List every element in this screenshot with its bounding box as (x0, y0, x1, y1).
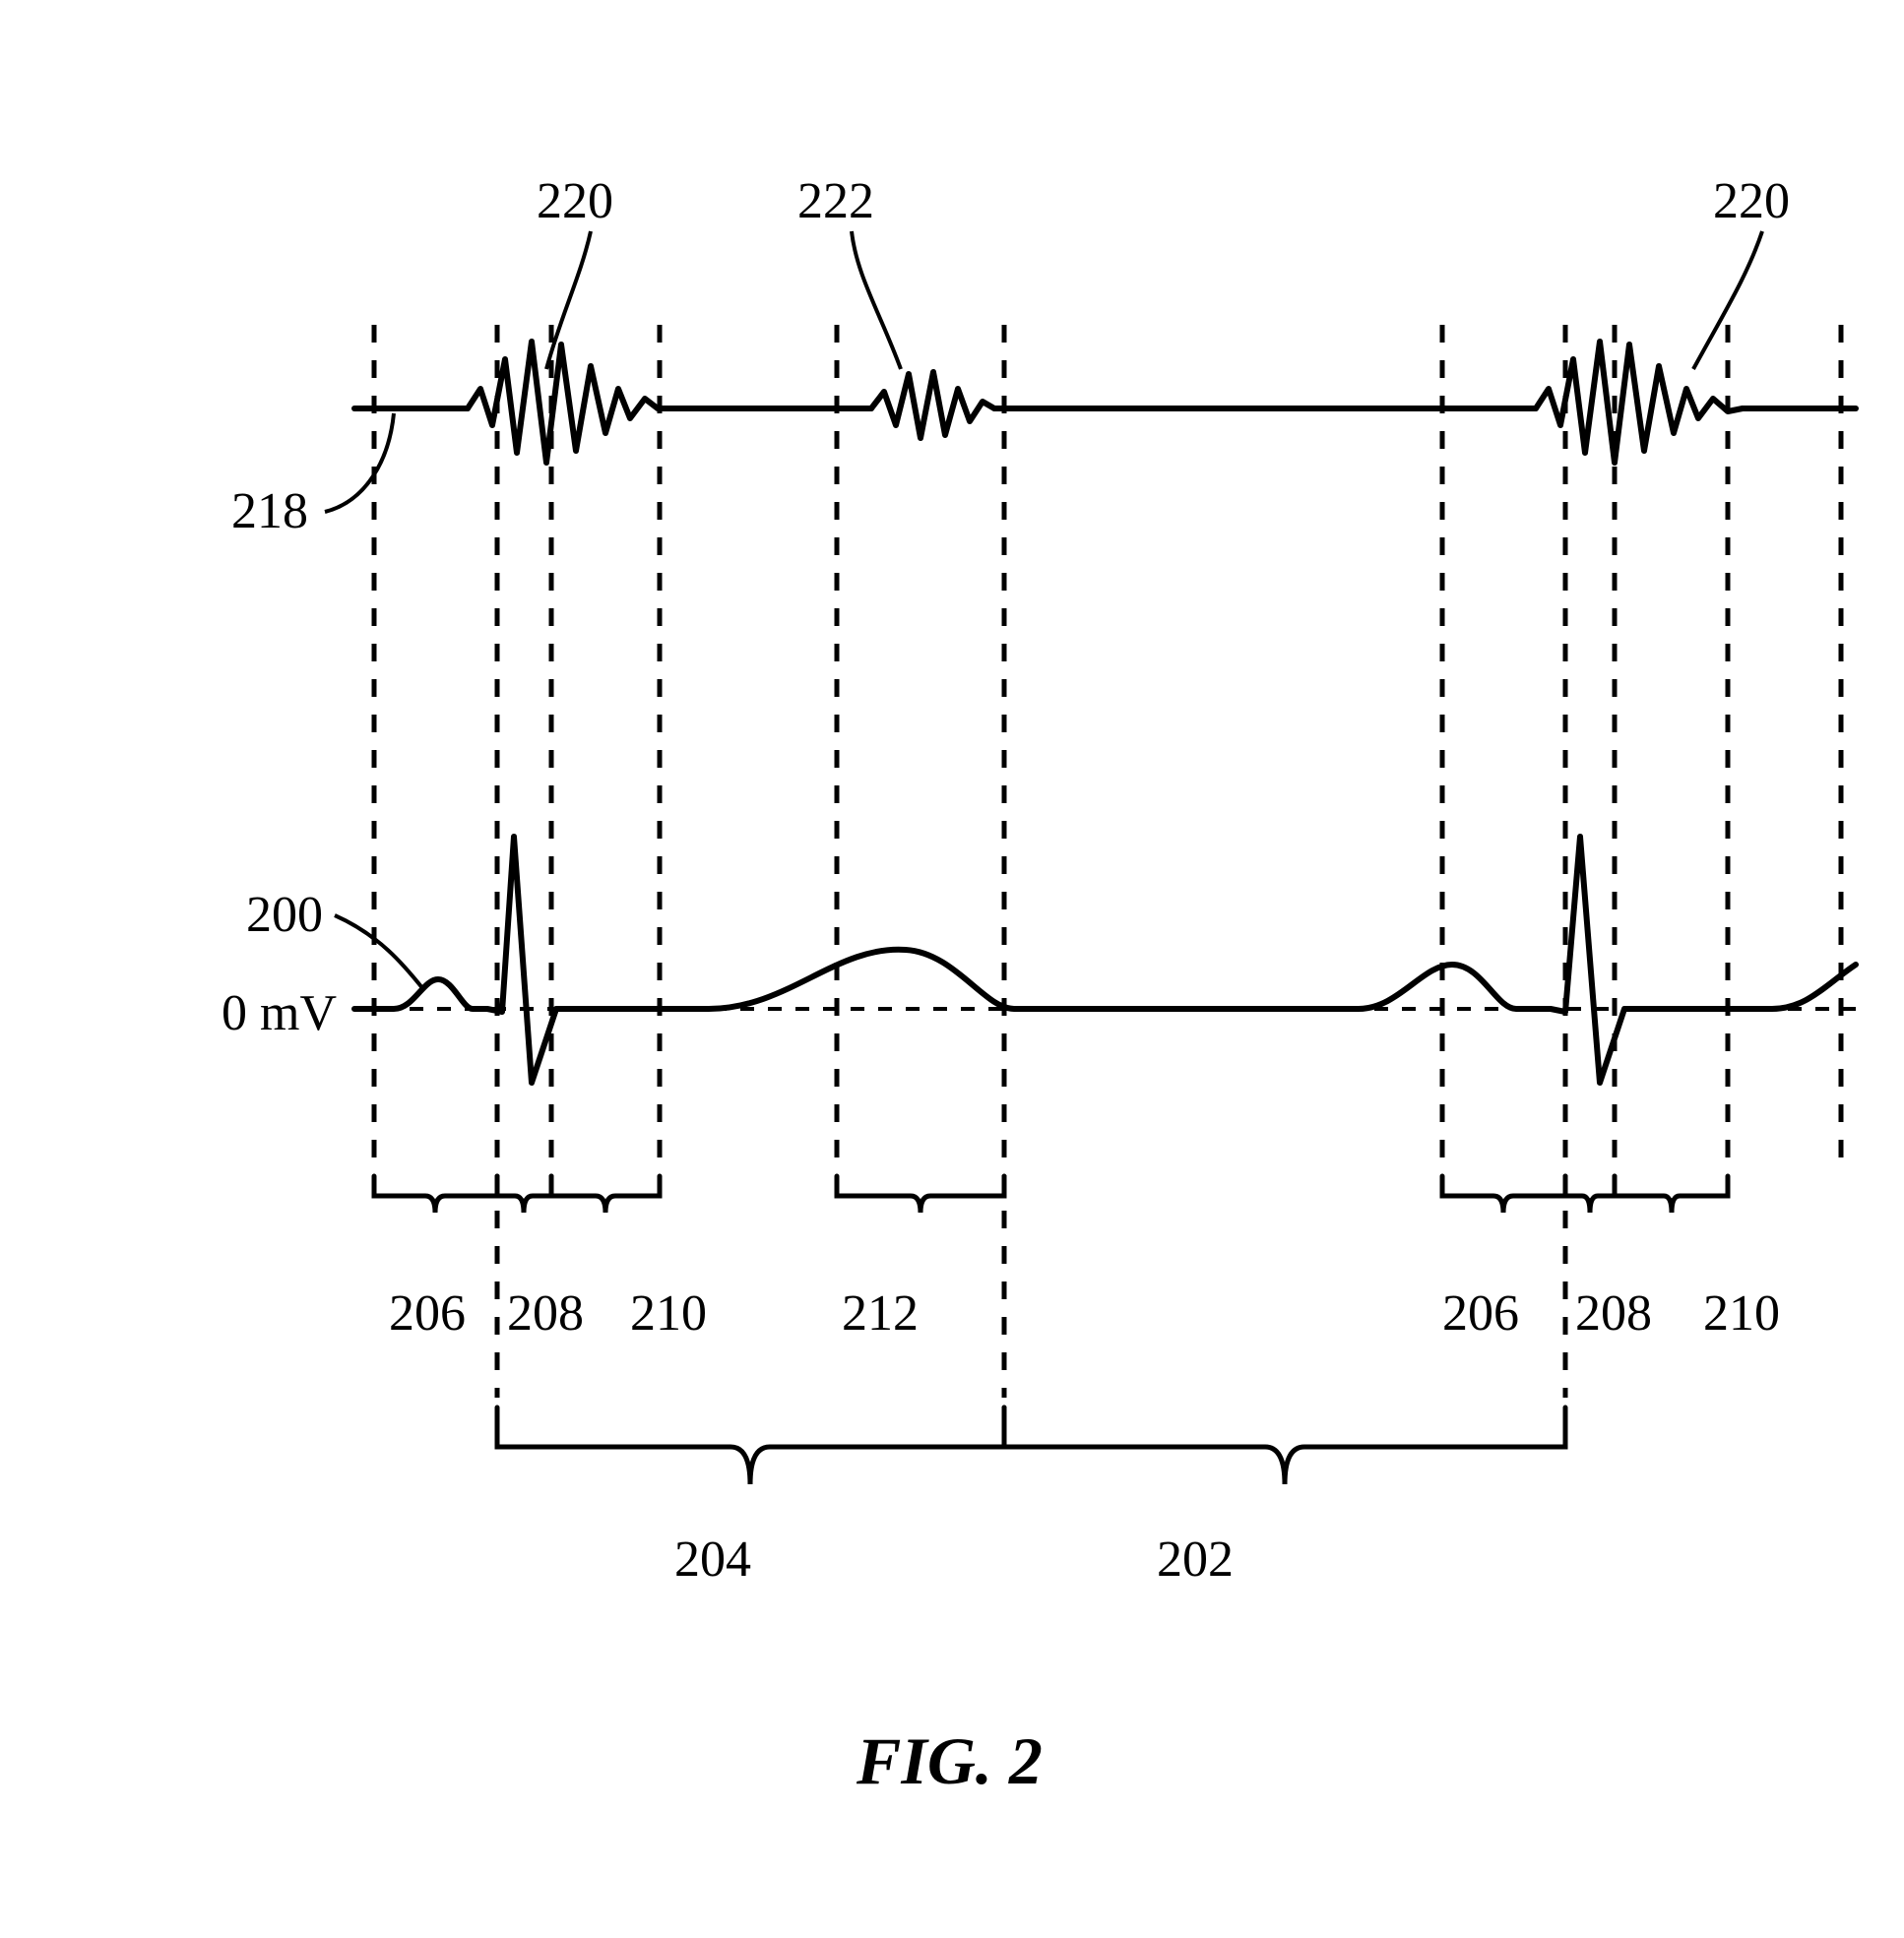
leader-218 (325, 413, 394, 512)
ref-202: 202 (1157, 1531, 1234, 1589)
ref-218: 218 (231, 482, 308, 540)
ref-208-left: 208 (507, 1284, 584, 1343)
ref-210-right: 210 (1703, 1284, 1780, 1343)
top-waveform (354, 342, 1856, 463)
leader-200 (335, 915, 423, 989)
ref-210-left: 210 (630, 1284, 707, 1343)
ref-220-left: 220 (537, 172, 613, 230)
figure-caption: FIG. 2 (857, 1722, 1043, 1800)
ref-220-right: 220 (1713, 172, 1790, 230)
ref-200: 200 (246, 886, 323, 944)
small-brackets (374, 1176, 1728, 1213)
ref-222: 222 (797, 172, 874, 230)
ref-206-right: 206 (1442, 1284, 1519, 1343)
big-brackets (497, 1407, 1565, 1484)
axis-0mv: 0 mV (222, 984, 337, 1042)
leader-lines-top (546, 231, 1762, 369)
figure-svg (0, 0, 1904, 1938)
figure-page: 220 222 220 218 200 0 mV 206 208 210 212… (0, 0, 1904, 1938)
ref-206-left: 206 (389, 1284, 466, 1343)
ecg-waveform (354, 837, 1856, 1083)
vertical-dashes (374, 325, 1841, 1398)
ref-208-right: 208 (1575, 1284, 1652, 1343)
ref-212: 212 (842, 1284, 919, 1343)
ref-204: 204 (674, 1531, 751, 1589)
